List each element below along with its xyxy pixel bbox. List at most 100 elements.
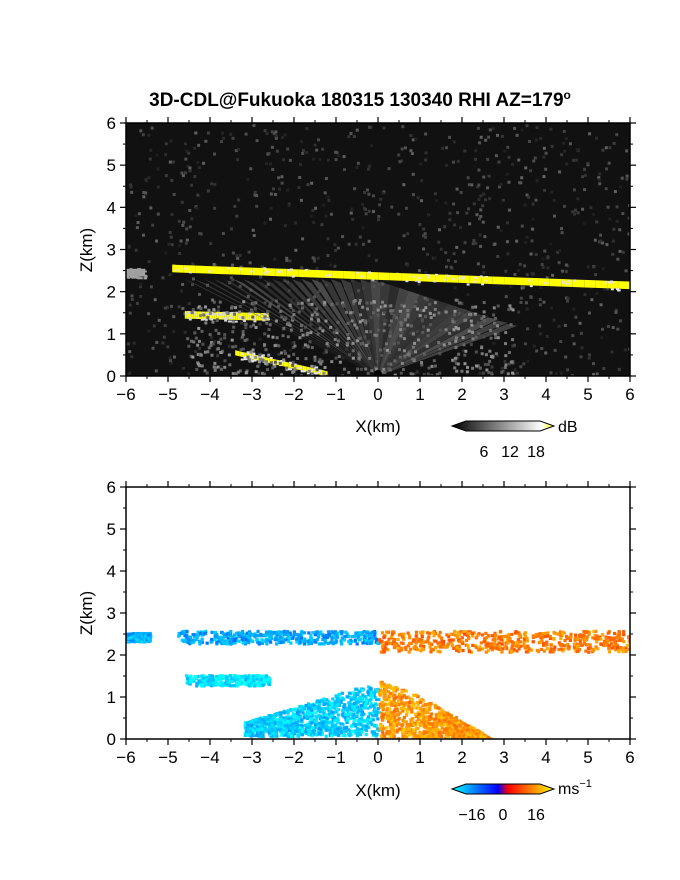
reflectivity-colorbar: dB 6 12 18 bbox=[450, 419, 578, 461]
aerosol-speckle bbox=[241, 316, 245, 320]
noise-speckle bbox=[134, 214, 138, 218]
echo-layer-segment bbox=[206, 265, 218, 274]
echo-layer-speckle bbox=[306, 372, 310, 375]
noise-speckle bbox=[164, 174, 168, 178]
noise-speckle bbox=[400, 147, 404, 151]
velocity-speckle bbox=[364, 733, 368, 737]
noise-speckle bbox=[586, 265, 590, 269]
noise-speckle bbox=[130, 298, 134, 302]
aerosol-speckle bbox=[342, 367, 346, 371]
noise-speckle bbox=[452, 202, 456, 206]
noise-speckle bbox=[288, 259, 292, 263]
noise-speckle bbox=[128, 350, 132, 354]
echo-layer-speckle bbox=[129, 268, 133, 271]
noise-speckle bbox=[351, 217, 355, 221]
noise-speckle bbox=[486, 157, 490, 161]
noise-speckle bbox=[438, 371, 442, 375]
velocity-speckle bbox=[626, 643, 630, 648]
noise-speckle bbox=[287, 204, 291, 208]
echo-layer-speckle bbox=[304, 269, 308, 272]
noise-speckle bbox=[583, 293, 587, 297]
velocity-speckle bbox=[542, 649, 547, 653]
echo-layer-speckle bbox=[466, 283, 470, 286]
noise-speckle bbox=[453, 286, 457, 290]
velocity-speckle bbox=[449, 728, 454, 732]
aerosol-speckle bbox=[357, 356, 361, 360]
velocity-speckle bbox=[359, 722, 363, 726]
velocity-speckle bbox=[427, 724, 432, 728]
aerosol-speckle bbox=[429, 316, 433, 320]
aerosol-speckle bbox=[414, 350, 418, 354]
velocity-speckle bbox=[300, 724, 304, 728]
noise-speckle bbox=[557, 261, 561, 265]
velocity-speckle bbox=[397, 703, 401, 707]
velocity-speckle bbox=[394, 643, 399, 648]
velocity-speckle bbox=[391, 642, 395, 646]
velocity-speckle bbox=[302, 716, 306, 720]
noise-speckle bbox=[367, 209, 371, 213]
velocity-speckle bbox=[484, 631, 488, 636]
noise-speckle bbox=[627, 216, 630, 220]
noise-speckle bbox=[469, 343, 473, 347]
aerosol-speckle bbox=[203, 305, 207, 309]
velocity-speckle bbox=[627, 647, 630, 651]
aerosol-speckle bbox=[480, 352, 484, 356]
reflectivity-colorbar-tick: 12 bbox=[501, 444, 519, 461]
velocity-speckle bbox=[400, 701, 404, 705]
velocity-speckle bbox=[290, 730, 294, 735]
aerosol-speckle bbox=[280, 373, 284, 376]
velocity-speckle bbox=[135, 631, 139, 636]
velocity-speckle bbox=[135, 638, 139, 642]
noise-speckle bbox=[566, 296, 570, 300]
aerosol-speckle bbox=[399, 334, 403, 338]
echo-layer-speckle bbox=[138, 276, 142, 279]
velocity-speckle bbox=[552, 648, 556, 652]
aerosol-speckle bbox=[262, 372, 266, 376]
velocity-speckle bbox=[355, 632, 359, 637]
velocity-speckle bbox=[275, 633, 279, 637]
noise-speckle bbox=[324, 348, 328, 352]
aerosol-speckle bbox=[488, 349, 492, 353]
aerosol-speckle bbox=[411, 372, 415, 376]
aerosol-speckle bbox=[353, 323, 357, 327]
noise-speckle bbox=[443, 225, 447, 229]
velocity-speckle bbox=[280, 727, 284, 731]
velocity-speckle bbox=[390, 630, 395, 634]
velocity-speckle bbox=[576, 647, 580, 652]
aerosol-speckle bbox=[382, 367, 386, 371]
velocity-speckle bbox=[467, 636, 471, 641]
aerosol-speckle bbox=[203, 350, 207, 354]
aerosol-beam bbox=[321, 279, 378, 376]
velocity-speckle bbox=[139, 632, 143, 636]
velocity-speckle bbox=[196, 674, 200, 679]
velocity-speckle bbox=[486, 633, 490, 638]
aerosol-beam bbox=[378, 297, 440, 376]
velocity-speckle bbox=[382, 690, 386, 694]
velocity-speckle bbox=[613, 640, 617, 644]
velocity-speckle bbox=[293, 713, 298, 717]
echo-layer-speckle bbox=[617, 289, 621, 292]
aerosol-speckle bbox=[266, 368, 270, 372]
velocity-speckle bbox=[322, 642, 326, 646]
velocity-speckle bbox=[380, 690, 384, 694]
noise-speckle bbox=[212, 339, 216, 343]
aerosol-speckle bbox=[466, 365, 470, 369]
noise-speckle bbox=[530, 272, 534, 276]
aerosol-speckle bbox=[233, 312, 237, 316]
noise-speckle bbox=[587, 356, 591, 360]
aerosol-speckle bbox=[298, 336, 302, 340]
noise-speckle bbox=[513, 272, 517, 276]
aerosol-speckle bbox=[492, 306, 496, 310]
velocity-speckle bbox=[562, 631, 566, 635]
aerosol-beam bbox=[378, 281, 391, 376]
noise-speckle bbox=[426, 372, 430, 376]
velocity-speckle bbox=[314, 640, 318, 644]
noise-speckle bbox=[592, 372, 596, 376]
velocity-speckle bbox=[244, 683, 248, 687]
noise-speckle bbox=[529, 295, 533, 299]
velocity-speckle bbox=[241, 641, 245, 645]
aerosol-speckle bbox=[488, 359, 492, 363]
reflectivity-marks bbox=[126, 124, 630, 376]
velocity-speckle bbox=[237, 676, 241, 680]
noise-speckle bbox=[560, 153, 564, 157]
